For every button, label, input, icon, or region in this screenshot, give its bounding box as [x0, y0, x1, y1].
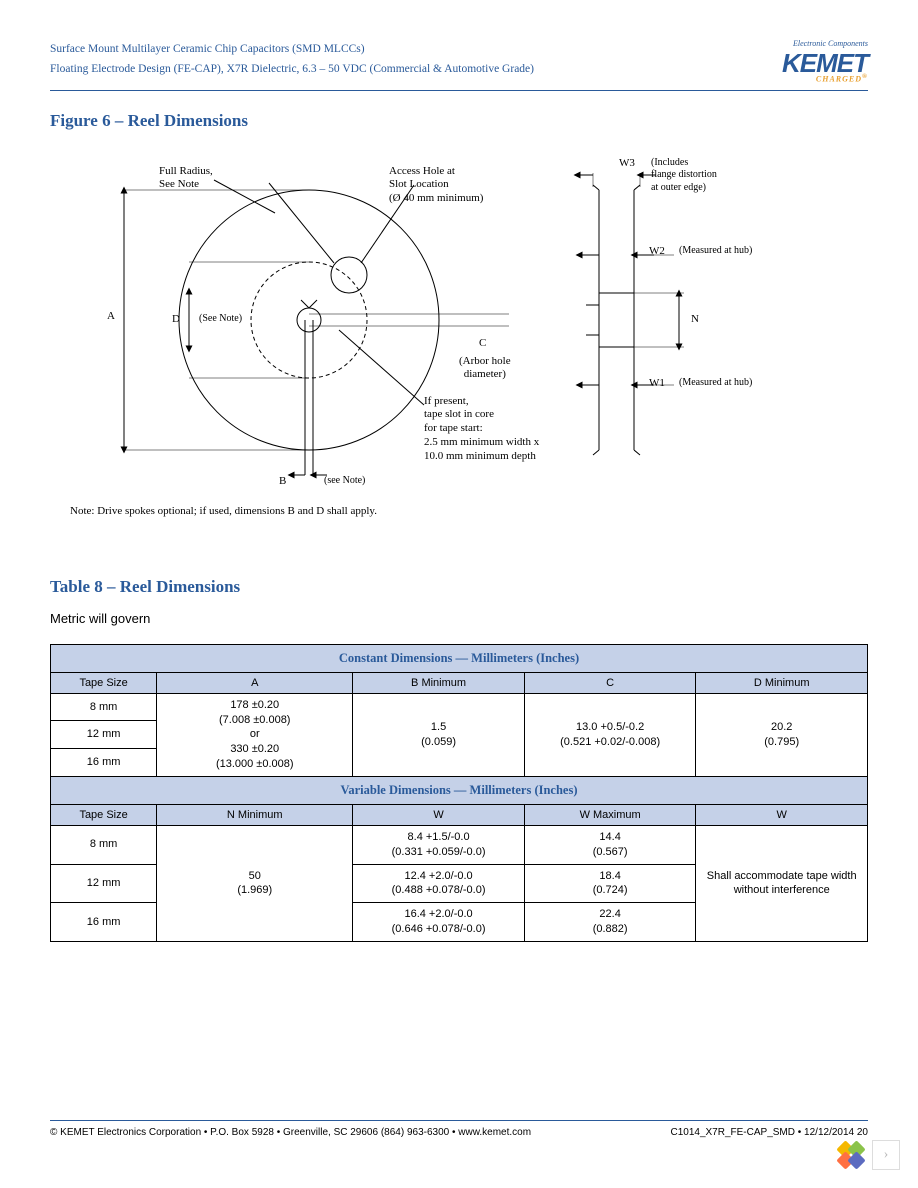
footer-left: © KEMET Electronics Corporation • P.O. B…: [50, 1127, 531, 1138]
table-cell: 20.2 (0.795): [696, 693, 868, 776]
next-page-button[interactable]: ›: [872, 1140, 900, 1170]
table-cell: 8 mm: [51, 693, 157, 721]
label-d: D: [172, 313, 180, 327]
table-cell: 12 mm: [51, 864, 157, 903]
label-w3-note: (Includes flange distortion at outer edg…: [651, 157, 717, 195]
col-header: Tape Size: [51, 804, 157, 825]
footer-right: C1014_X7R_FE-CAP_SMD • 12/12/2014 20: [670, 1127, 868, 1138]
label-d-note: (See Note): [199, 313, 242, 326]
label-tape-slot: If present, tape slot in core for tape s…: [424, 395, 539, 464]
table-subtitle: Metric will govern: [50, 611, 868, 626]
table-cell: 1.5 (0.059): [353, 693, 525, 776]
table-title: Table 8 – Reel Dimensions: [50, 577, 868, 597]
col-header: W Maximum: [524, 804, 696, 825]
header-line-2: Floating Electrode Design (FE-CAP), X7R …: [50, 60, 534, 78]
col-header: N Minimum: [157, 804, 353, 825]
label-a: A: [107, 310, 115, 324]
table-cell: 22.4 (0.882): [524, 903, 696, 942]
table-cell: 14.4 (0.567): [524, 825, 696, 864]
col-header: D Minimum: [696, 672, 868, 693]
header-subtitle-block: Surface Mount Multilayer Ceramic Chip Ca…: [50, 40, 534, 79]
table-cell: 50 (1.969): [157, 825, 353, 941]
pinwheel-icon[interactable]: [836, 1140, 866, 1170]
label-full-radius: Full Radius, See Note: [159, 165, 213, 193]
header-line-1: Surface Mount Multilayer Ceramic Chip Ca…: [50, 40, 534, 58]
col-header: C: [524, 672, 696, 693]
reel-dimensions-table: Constant Dimensions — Millimeters (Inche…: [50, 644, 868, 942]
label-w2: W2: [649, 245, 665, 259]
table-cell: 178 ±0.20 (7.008 ±0.008) or 330 ±0.20 (1…: [157, 693, 353, 776]
viewer-widget: ›: [836, 1140, 900, 1170]
label-c-note: (Arbor hole diameter): [459, 355, 511, 383]
label-w2-note: (Measured at hub): [679, 245, 752, 258]
table-cell: 12 mm: [51, 721, 157, 749]
table-cell: 16 mm: [51, 749, 157, 777]
col-header: A: [157, 672, 353, 693]
label-b-note: (see Note): [324, 475, 365, 488]
label-w1: W1: [649, 377, 665, 391]
table-cell: 12.4 +2.0/-0.0 (0.488 +0.078/-0.0): [353, 864, 525, 903]
var-section-header: Variable Dimensions — Millimeters (Inche…: [51, 776, 868, 804]
page-header: Surface Mount Multilayer Ceramic Chip Ca…: [50, 40, 868, 91]
table-cell: Shall accommodate tape width without int…: [696, 825, 868, 941]
table-cell: 8 mm: [51, 825, 157, 864]
logo-tagline: Electronic Components: [782, 40, 868, 48]
label-b: B: [279, 475, 286, 489]
col-header: B Minimum: [353, 672, 525, 693]
reel-diagram: Full Radius, See Note Access Hole at Slo…: [79, 145, 839, 495]
table-cell: 16 mm: [51, 903, 157, 942]
figure-note: Note: Drive spokes optional; if used, di…: [70, 505, 868, 517]
table-cell: 8.4 +1.5/-0.0 (0.331 +0.059/-0.0): [353, 825, 525, 864]
label-c: C: [479, 337, 486, 351]
logo-main-text: KEMET: [782, 50, 868, 76]
col-header: Tape Size: [51, 672, 157, 693]
figure-title: Figure 6 – Reel Dimensions: [50, 111, 868, 131]
label-w1-note: (Measured at hub): [679, 377, 752, 390]
col-header: W: [696, 804, 868, 825]
const-section-header: Constant Dimensions — Millimeters (Inche…: [51, 644, 868, 672]
label-w3: W3: [619, 157, 635, 171]
table-cell: 16.4 +2.0/-0.0 (0.646 +0.078/-0.0): [353, 903, 525, 942]
table-cell: 13.0 +0.5/-0.2 (0.521 +0.02/-0.008): [524, 693, 696, 776]
table-cell: 18.4 (0.724): [524, 864, 696, 903]
label-access-hole: Access Hole at Slot Location (Ø 40 mm mi…: [389, 165, 483, 206]
col-header: W: [353, 804, 525, 825]
label-n: N: [691, 313, 699, 327]
brand-logo: Electronic Components KEMET CHARGED®: [782, 40, 868, 84]
page-footer: © KEMET Electronics Corporation • P.O. B…: [50, 1120, 868, 1138]
